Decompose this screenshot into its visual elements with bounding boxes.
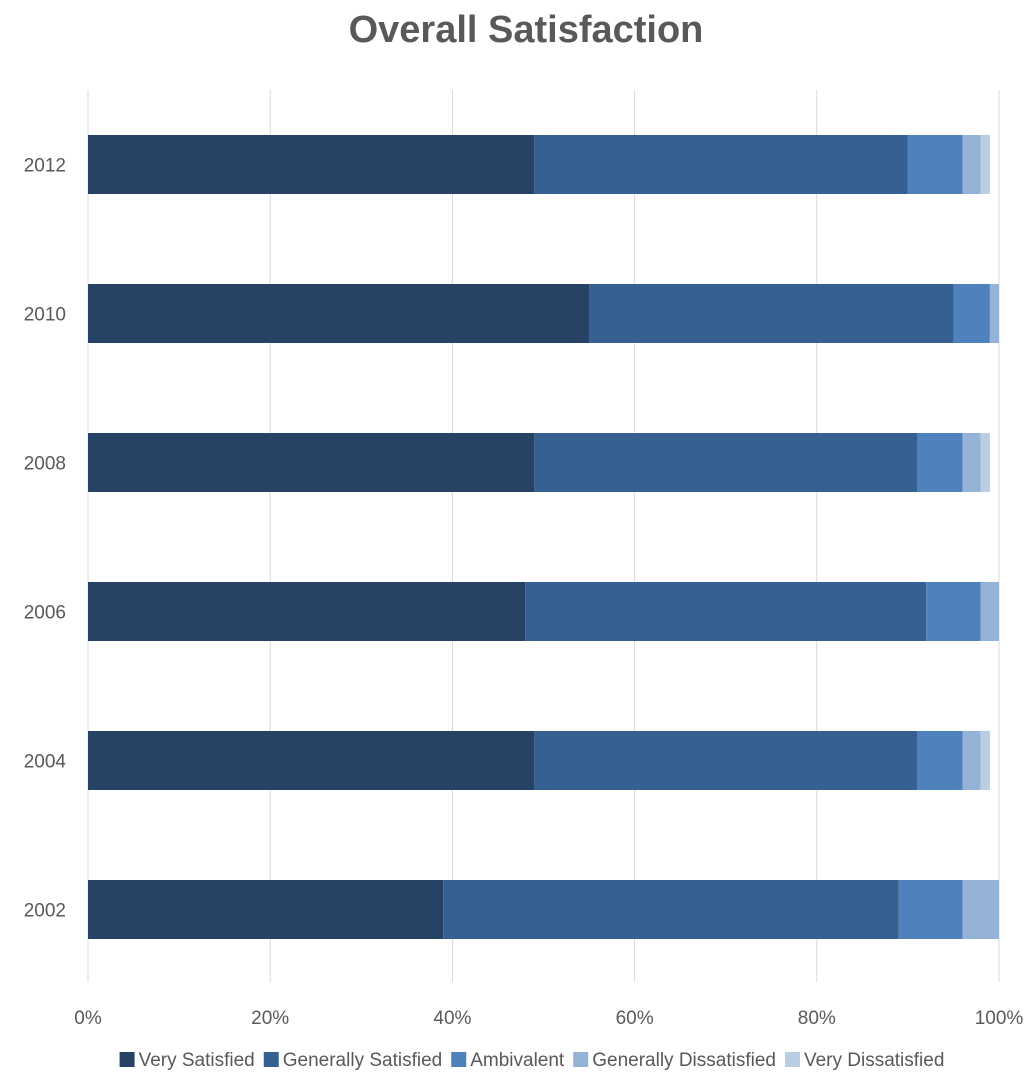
bar-segment: [534, 433, 918, 492]
bar-segment: [962, 880, 999, 939]
bar-segment: [980, 731, 990, 790]
bar-segment: [962, 433, 981, 492]
legend-swatch: [263, 1052, 279, 1067]
bar-segment: [88, 582, 526, 641]
bar-segment: [926, 582, 981, 641]
y-tick-label: 2008: [24, 454, 66, 475]
bars: [88, 135, 999, 939]
x-axis-tick-labels: 0% 20% 40% 60% 80% 100%: [74, 1008, 1023, 1029]
chart-title: Overall Satisfaction: [349, 9, 704, 51]
bar-segment: [980, 582, 999, 641]
legend-label: Very Satisfied: [139, 1050, 255, 1071]
bar-segment: [534, 135, 908, 194]
bar-segment: [88, 135, 535, 194]
bar-segment: [525, 582, 927, 641]
bar-segment: [962, 731, 981, 790]
y-tick-label: 2012: [24, 156, 66, 177]
legend: Very Satisfied Generally Satisfied Ambival…: [119, 1050, 944, 1071]
bar-segment: [962, 135, 981, 194]
bar-segment: [907, 135, 963, 194]
bar-segment: [953, 284, 990, 343]
bar-segment: [898, 880, 963, 939]
gridlines: [87, 90, 1000, 982]
legend-label: Generally Satisfied: [283, 1050, 442, 1071]
bar-segment: [917, 731, 963, 790]
x-tick-label: 40%: [433, 1008, 471, 1029]
x-tick-label: 20%: [251, 1008, 289, 1029]
bar-segment: [443, 880, 899, 939]
y-tick-label: 2006: [24, 603, 66, 624]
bar-segment: [589, 284, 954, 343]
y-axis-tick-labels: 2012 2010 2008 2006 2004 2002: [24, 156, 67, 922]
legend-swatch: [119, 1052, 135, 1067]
y-tick-label: 2004: [24, 752, 67, 773]
bar-segment: [88, 284, 590, 343]
legend-swatch: [451, 1052, 467, 1067]
x-tick-label: 0%: [74, 1008, 102, 1029]
x-tick-label: 100%: [975, 1008, 1024, 1029]
x-tick-label: 80%: [798, 1008, 836, 1029]
x-tick-label: 60%: [616, 1008, 654, 1029]
bar-segment: [989, 284, 999, 343]
legend-swatch: [784, 1052, 800, 1067]
bar-segment: [88, 731, 535, 790]
legend-label: Generally Dissatisfied: [592, 1050, 776, 1071]
y-tick-label: 2002: [24, 901, 66, 922]
bar-segment: [917, 433, 963, 492]
bar-segment: [88, 433, 535, 492]
bar-segment: [980, 433, 990, 492]
legend-label: Ambivalent: [470, 1050, 565, 1071]
legend-label: Very Dissatisfied: [804, 1050, 944, 1071]
bar-segment: [980, 135, 990, 194]
legend-swatch: [573, 1052, 589, 1067]
bar-segment: [88, 880, 444, 939]
bar-segment: [534, 731, 918, 790]
y-tick-label: 2010: [24, 305, 66, 326]
